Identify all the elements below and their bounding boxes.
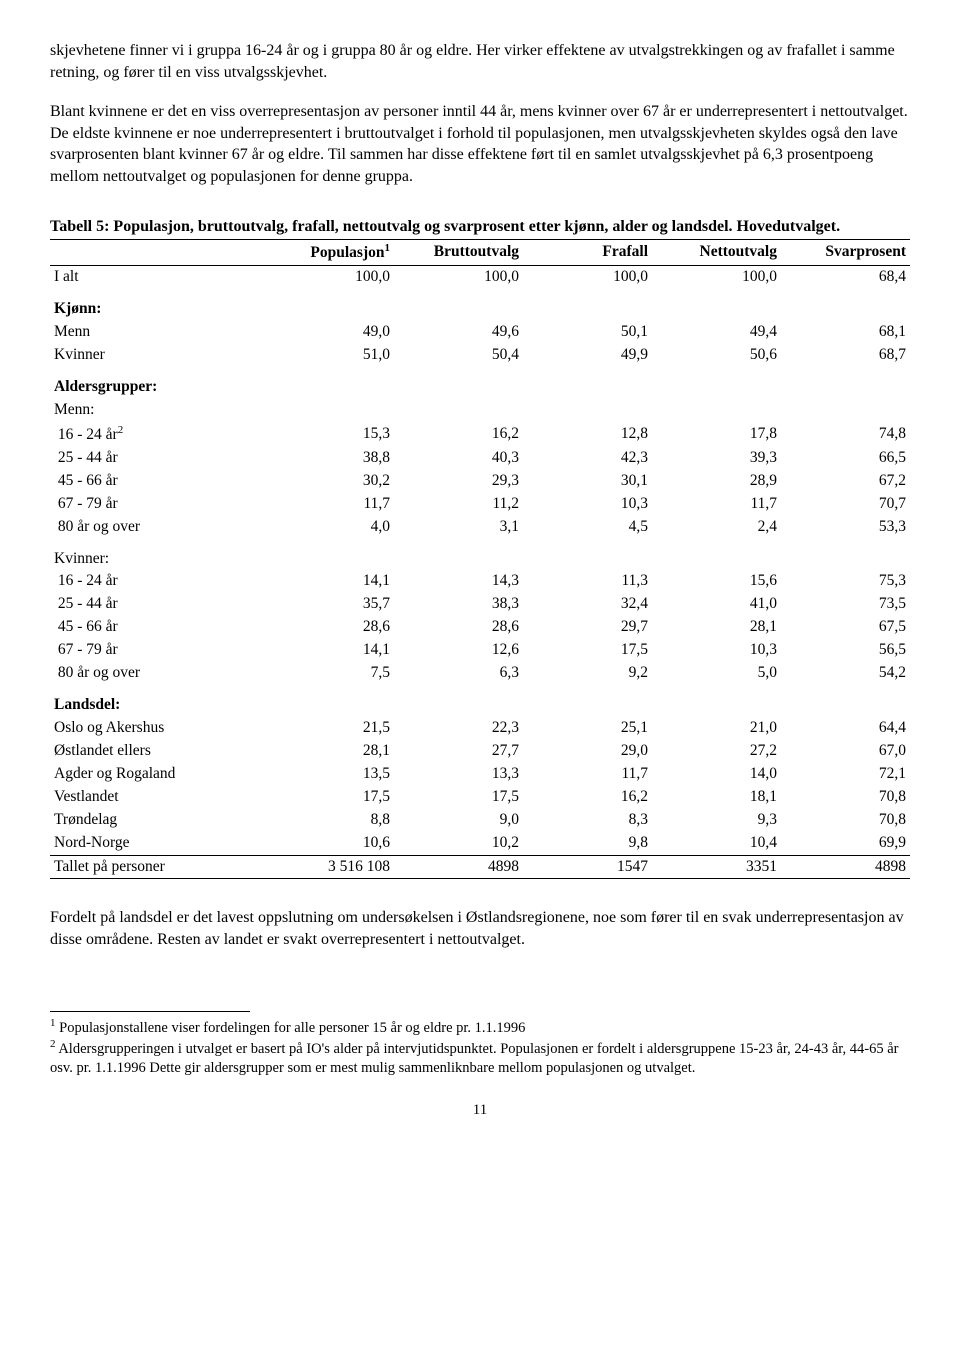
- footnote-2: 2 Aldersgrupperingen i utvalget er baser…: [50, 1037, 910, 1078]
- table-row: 16 - 24 år14,114,311,315,675,3: [50, 570, 910, 593]
- footnote-separator: [50, 1011, 250, 1012]
- table-row: Oslo og Akershus21,522,325,121,064,4: [50, 717, 910, 740]
- data-table: Populasjon1 Bruttoutvalg Frafall Nettout…: [50, 239, 910, 879]
- col-frafall: Frafall: [523, 240, 652, 266]
- table-row: 45 - 66 år28,628,629,728,167,5: [50, 616, 910, 639]
- table-row: Kvinner51,050,449,950,668,7: [50, 344, 910, 367]
- table-row: Nord-Norge10,610,29,810,469,9: [50, 832, 910, 855]
- table-row: Agder og Rogaland13,513,311,714,072,1: [50, 763, 910, 786]
- table-header-row: Populasjon1 Bruttoutvalg Frafall Nettout…: [50, 240, 910, 266]
- table-row: 25 - 44 år38,840,342,339,366,5: [50, 447, 910, 470]
- intro-paragraph-1: skjevhetene finner vi i gruppa 16-24 år …: [50, 40, 910, 83]
- col-bruttoutvalg: Bruttoutvalg: [394, 240, 523, 266]
- table-row: 67 - 79 år14,112,617,510,356,5: [50, 639, 910, 662]
- table-title: Tabell 5: Populasjon, bruttoutvalg, fraf…: [50, 216, 910, 238]
- table-row: 67 - 79 år11,711,210,311,770,7: [50, 493, 910, 516]
- intro-paragraph-2: Blant kvinnene er det en viss overrepres…: [50, 101, 910, 187]
- table-row: 16 - 24 år215,316,212,817,874,8: [50, 422, 910, 447]
- section-landsdel: Landsdel:: [50, 685, 910, 717]
- table-row: 80 år og over4,03,14,52,453,3: [50, 516, 910, 539]
- section-aldersgrupper: Aldersgrupper:: [50, 367, 910, 399]
- table-row: 80 år og over7,56,39,25,054,2: [50, 662, 910, 685]
- col-populasjon: Populasjon1: [265, 240, 394, 266]
- section-kjonn: Kjønn:: [50, 289, 910, 321]
- table-row: Østlandet ellers28,127,729,027,267,0: [50, 740, 910, 763]
- closing-paragraph: Fordelt på landsdel er det lavest oppslu…: [50, 907, 910, 950]
- table-total-row: Tallet på personer3 516 1084898154733514…: [50, 855, 910, 879]
- col-blank: [50, 240, 265, 266]
- table-row: Trøndelag8,89,08,39,370,8: [50, 809, 910, 832]
- table-row: 45 - 66 år30,229,330,128,967,2: [50, 470, 910, 493]
- table-row: Vestlandet17,517,516,218,170,8: [50, 786, 910, 809]
- table-row: Kvinner:: [50, 539, 910, 571]
- table-row: Menn49,049,650,149,468,1: [50, 321, 910, 344]
- page-number: 11: [50, 1100, 910, 1120]
- col-nettoutvalg: Nettoutvalg: [652, 240, 781, 266]
- table-row: I alt100,0100,0100,0100,068,4: [50, 266, 910, 289]
- footnote-1: 1 Populasjonstallene viser fordelingen f…: [50, 1016, 910, 1038]
- table-row: Menn:: [50, 399, 910, 422]
- col-svarprosent: Svarprosent: [781, 240, 910, 266]
- table-row: 25 - 44 år35,738,332,441,073,5: [50, 593, 910, 616]
